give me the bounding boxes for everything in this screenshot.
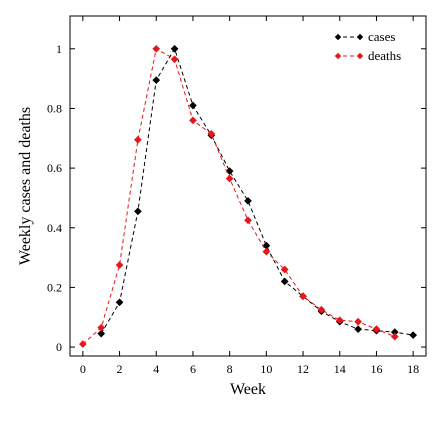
data-point-deaths <box>372 325 381 334</box>
data-point-deaths <box>152 44 161 53</box>
y-tick-label: 0.8 <box>47 101 62 115</box>
data-point-deaths <box>170 55 179 64</box>
x-tick-label: 2 <box>117 362 123 376</box>
data-point-deaths <box>354 317 363 326</box>
data-point-deaths <box>225 174 234 183</box>
data-point-deaths <box>97 323 106 332</box>
data-point-deaths <box>299 292 308 301</box>
data-point-deaths <box>244 216 252 225</box>
x-tick-label: 10 <box>260 362 272 376</box>
y-tick-label: 0.2 <box>47 280 62 294</box>
y-tick-label: 0.4 <box>47 221 62 235</box>
legend: cases deaths <box>334 29 401 63</box>
data-point-deaths <box>115 261 124 269</box>
data-point-cases <box>133 207 142 216</box>
data-point-deaths <box>317 305 326 314</box>
data-point-cases <box>152 76 161 85</box>
x-tick-label: 0 <box>80 362 86 376</box>
legend-marker-deaths <box>334 52 342 60</box>
y-tick-label: 0 <box>56 340 62 354</box>
legend-label-cases: cases <box>368 29 395 44</box>
data-point-deaths <box>207 129 216 138</box>
data-point-deaths <box>390 332 399 341</box>
x-tick-label: 16 <box>370 362 382 376</box>
series-line-cases <box>100 47 414 336</box>
data-point-cases <box>97 329 106 338</box>
x-tick-label: 18 <box>407 362 419 376</box>
legend-marker-cases <box>334 33 342 41</box>
y-tick-label: 0.6 <box>47 161 62 175</box>
x-tick-label: 6 <box>190 362 196 376</box>
x-tick-label: 14 <box>334 362 346 376</box>
series-line-deaths <box>82 48 395 345</box>
plot-frame <box>69 15 427 357</box>
legend-label-deaths: deaths <box>368 48 401 63</box>
data-point-cases <box>170 44 179 53</box>
data-point-cases <box>354 325 363 334</box>
data-point-deaths <box>78 340 87 349</box>
data-point-deaths <box>188 116 197 125</box>
y-tick-label: 1 <box>56 42 62 56</box>
data-point-cases <box>115 298 124 307</box>
data-point-deaths <box>262 247 271 256</box>
data-point-cases <box>244 196 252 205</box>
data-point-deaths <box>280 265 289 274</box>
data-point-cases <box>280 277 289 286</box>
data-point-deaths <box>335 316 344 325</box>
x-axis-title: Week <box>230 381 266 398</box>
series-layer <box>78 44 418 349</box>
legend-marker-deaths <box>356 52 364 60</box>
data-point-cases <box>188 101 197 110</box>
legend-marker-cases <box>356 33 364 41</box>
x-tick-label: 4 <box>153 362 159 376</box>
x-tick-label: 8 <box>227 362 233 376</box>
x-tick-label: 12 <box>297 362 309 376</box>
axis-ticks: 0 2 4 6 8 10 12 14 16 18 0 0.2 0.4 0.6 0.8 1 <box>47 16 426 376</box>
y-axis-title: Weekly cases and deaths <box>17 107 34 265</box>
data-point-deaths <box>133 135 142 144</box>
data-point-cases <box>409 331 418 340</box>
